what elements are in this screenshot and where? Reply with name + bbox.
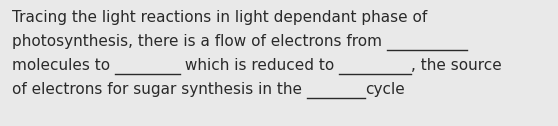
Text: which is reduced to: which is reduced to — [180, 58, 339, 73]
Text: cycle: cycle — [365, 82, 405, 97]
Text: Tracing the light reactions in light dependant phase of: Tracing the light reactions in light dep… — [12, 10, 427, 25]
Text: molecules to: molecules to — [12, 58, 115, 73]
Text: of electrons for sugar synthesis in the: of electrons for sugar synthesis in the — [12, 82, 307, 97]
Text: , the source: , the source — [411, 58, 502, 73]
Text: photosynthesis, there is a flow of electrons from: photosynthesis, there is a flow of elect… — [12, 34, 387, 49]
